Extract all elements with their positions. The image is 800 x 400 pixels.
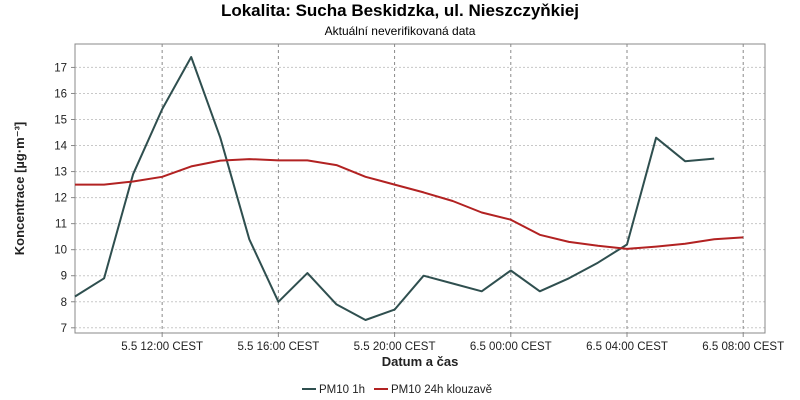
x-tick-label: 6.5 04:00 CEST: [586, 341, 668, 353]
series-line-1: [74, 56, 715, 321]
y-tick-label: 10: [54, 245, 67, 257]
x-tick-label: 5.5 16:00 CEST: [237, 341, 319, 353]
y-axis-title: Koncentrace [µg·m⁻³]: [12, 122, 27, 256]
y-tick-label: 7: [61, 323, 67, 335]
legend-label: PM10 24h klouzavě: [391, 384, 492, 396]
y-tick-label: 14: [54, 141, 67, 153]
legend-label: PM10 1h: [319, 384, 365, 396]
y-tick-label: 9: [61, 271, 67, 283]
y-axis: 7 8 9 10 11 12 13 14 15 16 17: [54, 62, 75, 335]
chart-subtitle: Aktuální neverifikovaná data: [324, 24, 476, 38]
y-tick-label: 15: [54, 115, 67, 127]
x-tick-label: 5.5 12:00 CEST: [121, 341, 203, 353]
x-tick-label: 6.5 08:00 CEST: [702, 341, 784, 353]
legend: PM10 1h PM10 24h klouzavě: [302, 384, 492, 396]
x-tick-label: 5.5 20:00 CEST: [354, 341, 436, 353]
series-line-2: [75, 158, 744, 250]
chart-title: Lokalita: Sucha Beskidzka, ul. Nieszczyň…: [220, 1, 580, 20]
x-axis: 5.5 12:00 CEST 5.5 16:00 CEST 5.5 20:00 CE…: [121, 333, 784, 353]
y-tick-label: 12: [54, 193, 67, 205]
y-tick-label: 8: [61, 297, 67, 309]
y-tick-label: 11: [55, 219, 67, 231]
y-tick-label: 16: [54, 88, 67, 100]
grid-lines: [75, 44, 765, 333]
plot-area: [74, 43, 766, 334]
y-tick-label: 17: [54, 62, 67, 74]
y-tick-label: 13: [54, 167, 67, 179]
x-axis-title: Datum a čas: [382, 354, 459, 369]
x-tick-label: 6.5 00:00 CEST: [470, 341, 552, 353]
series-lines: [74, 56, 744, 321]
